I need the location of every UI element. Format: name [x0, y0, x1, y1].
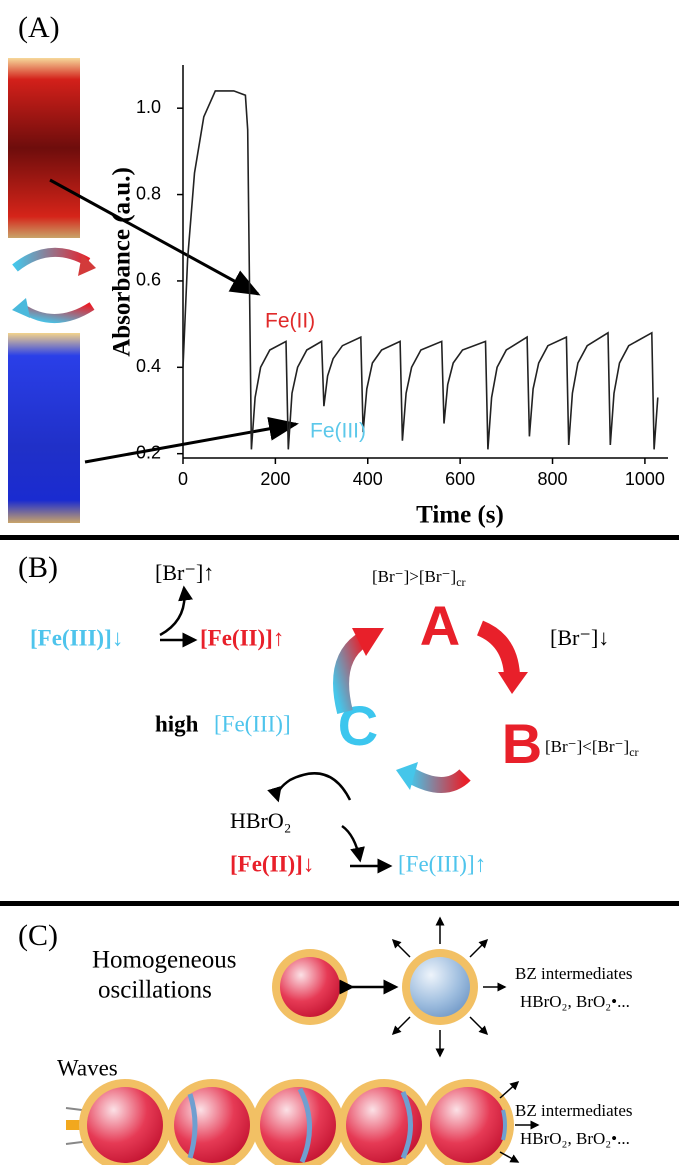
species: [Fe(III)]	[214, 711, 291, 736]
pointer-arrow	[84, 416, 299, 464]
y-tick-label: 0.4	[136, 356, 161, 376]
x-tick-label: 200	[260, 469, 290, 489]
pointer-arrow	[49, 178, 261, 296]
panel-label: (A)	[18, 11, 60, 44]
cycle-arrow	[12, 247, 91, 272]
photo-blue	[8, 333, 80, 523]
y-tick-label: 1.0	[136, 97, 161, 117]
emission-arrow	[499, 1151, 520, 1163]
species: [Br⁻]↓	[550, 625, 609, 650]
x-axis-label: Time (s)	[416, 502, 504, 529]
species: [Fe(III)]↑	[398, 851, 486, 876]
caption: HBrO₂, BrO₂•...	[520, 1129, 630, 1148]
state-label: A	[420, 594, 460, 657]
y-tick-label: 0.8	[136, 183, 161, 203]
divider	[0, 901, 679, 906]
chart: 0.2 0.4 0.6 0.8 1.0 0 200 400 600 800 1000 Time (s)…	[109, 65, 668, 529]
y-tick-label: 0.6	[136, 270, 161, 290]
caption: Waves	[57, 1055, 118, 1080]
cycle-arrow	[476, 620, 520, 676]
emission-arrows	[391, 916, 507, 1058]
condition: high	[155, 711, 199, 736]
condition-text: [Br⁻]<[Br⁻]	[545, 737, 629, 756]
emission-arrow	[391, 1016, 411, 1036]
condition-sub: cr	[629, 745, 638, 759]
x-tick-label: 800	[538, 469, 568, 489]
reaction-arrow	[341, 824, 365, 863]
reaction-arrow	[159, 585, 193, 637]
droplet	[410, 957, 470, 1017]
panel-label: (C)	[18, 919, 58, 952]
wave-droplet	[252, 1079, 344, 1165]
species: [Br⁻]↑	[155, 560, 214, 585]
condition: [Br⁻]>[Br⁻]cr	[372, 567, 466, 589]
condition-sub: cr	[456, 575, 465, 589]
caption: Homogeneous	[92, 947, 236, 974]
cycle-arrow-head	[12, 298, 30, 318]
cycle-arrow	[333, 633, 367, 714]
emission-arrow	[391, 938, 411, 958]
cycle-arrow-head	[78, 254, 96, 276]
emission-arrows	[499, 1081, 540, 1163]
divider	[0, 535, 679, 540]
annotation: Fe(III)	[310, 420, 366, 443]
species: [Fe(II)]↑	[200, 625, 284, 650]
cycle-arrow-head	[352, 628, 384, 656]
condition-text: [Br⁻]>[Br⁻]	[372, 567, 456, 586]
caption: BZ intermediates	[515, 964, 633, 983]
state-label: B	[502, 712, 542, 775]
species: [Fe(III)]↓	[30, 625, 123, 650]
cycle-arrow	[406, 767, 471, 793]
cycle-arrow	[19, 302, 95, 323]
annotation: Fe(II)	[265, 310, 315, 333]
data-line	[182, 90, 659, 450]
x-tick-label: 600	[445, 469, 475, 489]
wave-droplet	[166, 1079, 258, 1165]
x-tick-label: 1000	[625, 469, 665, 489]
caption: HBrO₂, BrO₂•...	[520, 992, 630, 1011]
reaction-arrow	[267, 772, 352, 803]
caption: oscillations	[98, 977, 212, 1004]
caption: BZ intermediates	[515, 1101, 633, 1120]
wave-row	[79, 1079, 514, 1165]
wave-droplet	[422, 1079, 514, 1165]
emission-arrow	[499, 1081, 520, 1099]
emission-arrow	[469, 938, 489, 958]
y-axis-label: Absorbance (a.u.)	[109, 167, 136, 357]
droplet	[280, 957, 340, 1017]
wave-droplet	[79, 1079, 171, 1165]
cycle-arrow-head	[498, 672, 528, 694]
condition: [Br⁻]<[Br⁻]cr	[545, 737, 639, 759]
photo-red	[8, 58, 80, 238]
x-tick-label: 400	[353, 469, 383, 489]
wave-droplet	[338, 1079, 430, 1165]
species: HBrO₂	[230, 808, 291, 833]
panel-label: (B)	[18, 551, 58, 584]
cycle-arrow-head	[396, 762, 418, 790]
emission-arrow	[469, 1016, 489, 1036]
y-tick-label: 0.2	[136, 442, 161, 462]
species: [Fe(II)]↓	[230, 851, 314, 876]
x-tick-label: 0	[178, 469, 188, 489]
